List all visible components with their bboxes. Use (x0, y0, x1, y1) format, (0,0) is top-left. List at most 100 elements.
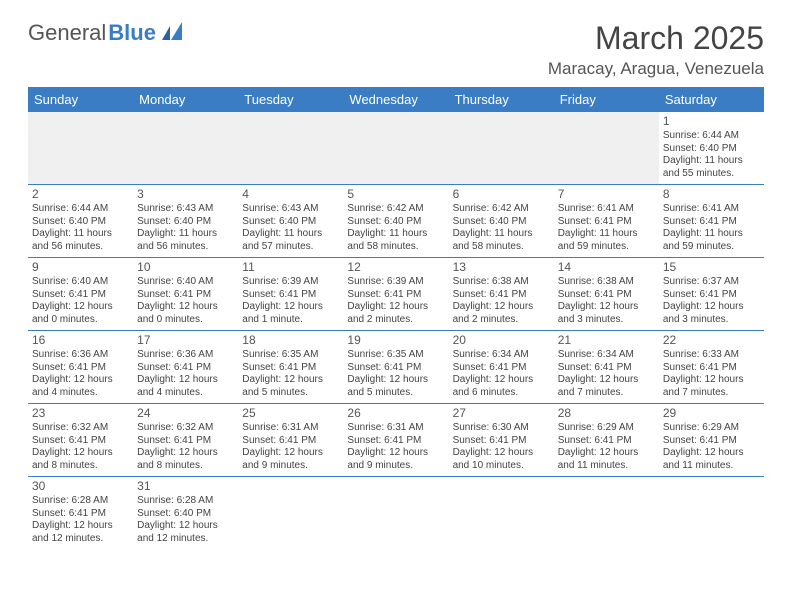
day-info-line: Sunrise: 6:39 AM (242, 276, 339, 289)
day-info-line: Sunset: 6:40 PM (453, 216, 550, 229)
calendar-week-row: 30Sunrise: 6:28 AMSunset: 6:41 PMDayligh… (28, 477, 764, 550)
day-number: 21 (558, 333, 655, 348)
day-info-line: Daylight: 11 hours and 56 minutes. (137, 228, 234, 253)
day-number: 14 (558, 260, 655, 275)
calendar-cell: 7Sunrise: 6:41 AMSunset: 6:41 PMDaylight… (554, 185, 659, 258)
calendar-cell: 9Sunrise: 6:40 AMSunset: 6:41 PMDaylight… (28, 258, 133, 331)
day-number: 7 (558, 187, 655, 202)
day-info-line: Sunset: 6:40 PM (347, 216, 444, 229)
calendar-cell (554, 112, 659, 185)
day-info-line: Sunset: 6:41 PM (558, 362, 655, 375)
calendar-cell: 28Sunrise: 6:29 AMSunset: 6:41 PMDayligh… (554, 404, 659, 477)
day-info-line: Daylight: 12 hours and 7 minutes. (558, 374, 655, 399)
calendar-week-row: 2Sunrise: 6:44 AMSunset: 6:40 PMDaylight… (28, 185, 764, 258)
day-header: Wednesday (343, 87, 448, 112)
day-info-line: Sunrise: 6:28 AM (32, 495, 129, 508)
day-number: 16 (32, 333, 129, 348)
day-info-line: Sunset: 6:41 PM (453, 289, 550, 302)
day-number: 2 (32, 187, 129, 202)
day-info-line: Daylight: 12 hours and 2 minutes. (347, 301, 444, 326)
day-info-line: Sunrise: 6:40 AM (137, 276, 234, 289)
day-info-line: Sunrise: 6:44 AM (663, 130, 760, 143)
day-info-line: Sunrise: 6:29 AM (663, 422, 760, 435)
day-info-line: Daylight: 12 hours and 8 minutes. (137, 447, 234, 472)
day-info-line: Sunset: 6:41 PM (663, 362, 760, 375)
calendar-cell: 4Sunrise: 6:43 AMSunset: 6:40 PMDaylight… (238, 185, 343, 258)
calendar-cell: 18Sunrise: 6:35 AMSunset: 6:41 PMDayligh… (238, 331, 343, 404)
day-info-line: Sunrise: 6:40 AM (32, 276, 129, 289)
day-info-line: Daylight: 12 hours and 5 minutes. (347, 374, 444, 399)
day-info-line: Sunrise: 6:29 AM (558, 422, 655, 435)
day-info-line: Sunrise: 6:36 AM (32, 349, 129, 362)
day-info-line: Sunset: 6:41 PM (242, 435, 339, 448)
logo-text-2: Blue (108, 20, 156, 46)
day-info-line: Daylight: 11 hours and 58 minutes. (347, 228, 444, 253)
day-info-line: Daylight: 12 hours and 1 minute. (242, 301, 339, 326)
calendar-cell: 17Sunrise: 6:36 AMSunset: 6:41 PMDayligh… (133, 331, 238, 404)
day-info-line: Daylight: 12 hours and 4 minutes. (32, 374, 129, 399)
day-number: 6 (453, 187, 550, 202)
day-info-line: Sunrise: 6:28 AM (137, 495, 234, 508)
day-header: Monday (133, 87, 238, 112)
day-number: 18 (242, 333, 339, 348)
day-info-line: Sunset: 6:41 PM (558, 216, 655, 229)
calendar-cell: 22Sunrise: 6:33 AMSunset: 6:41 PMDayligh… (659, 331, 764, 404)
day-info-line: Sunrise: 6:38 AM (453, 276, 550, 289)
calendar-cell: 29Sunrise: 6:29 AMSunset: 6:41 PMDayligh… (659, 404, 764, 477)
day-info-line: Sunrise: 6:36 AM (137, 349, 234, 362)
day-info-line: Daylight: 11 hours and 59 minutes. (558, 228, 655, 253)
calendar-cell: 27Sunrise: 6:30 AMSunset: 6:41 PMDayligh… (449, 404, 554, 477)
day-info-line: Sunrise: 6:41 AM (558, 203, 655, 216)
calendar-cell (238, 112, 343, 185)
day-info-line: Sunrise: 6:39 AM (347, 276, 444, 289)
day-info-line: Sunrise: 6:44 AM (32, 203, 129, 216)
day-number: 8 (663, 187, 760, 202)
day-info-line: Sunrise: 6:33 AM (663, 349, 760, 362)
day-number: 25 (242, 406, 339, 421)
day-info-line: Sunset: 6:41 PM (137, 362, 234, 375)
day-number: 20 (453, 333, 550, 348)
day-info-line: Sunset: 6:41 PM (663, 289, 760, 302)
calendar-cell: 23Sunrise: 6:32 AMSunset: 6:41 PMDayligh… (28, 404, 133, 477)
day-number: 19 (347, 333, 444, 348)
calendar-cell: 20Sunrise: 6:34 AMSunset: 6:41 PMDayligh… (449, 331, 554, 404)
day-header: Thursday (449, 87, 554, 112)
day-info-line: Sunrise: 6:43 AM (137, 203, 234, 216)
calendar-cell: 19Sunrise: 6:35 AMSunset: 6:41 PMDayligh… (343, 331, 448, 404)
day-info-line: Sunset: 6:40 PM (242, 216, 339, 229)
day-info-line: Daylight: 11 hours and 57 minutes. (242, 228, 339, 253)
day-info-line: Daylight: 12 hours and 5 minutes. (242, 374, 339, 399)
calendar-cell: 15Sunrise: 6:37 AMSunset: 6:41 PMDayligh… (659, 258, 764, 331)
day-info-line: Sunset: 6:41 PM (32, 289, 129, 302)
day-info-line: Sunset: 6:41 PM (453, 362, 550, 375)
day-info-line: Sunset: 6:41 PM (137, 435, 234, 448)
calendar-cell: 1Sunrise: 6:44 AMSunset: 6:40 PMDaylight… (659, 112, 764, 185)
day-info-line: Daylight: 12 hours and 4 minutes. (137, 374, 234, 399)
day-info-line: Sunrise: 6:32 AM (137, 422, 234, 435)
calendar-cell (133, 112, 238, 185)
calendar-cell: 8Sunrise: 6:41 AMSunset: 6:41 PMDaylight… (659, 185, 764, 258)
title-block: March 2025 Maracay, Aragua, Venezuela (548, 20, 764, 79)
day-info-line: Sunset: 6:41 PM (242, 362, 339, 375)
day-info-line: Sunrise: 6:31 AM (347, 422, 444, 435)
calendar-week-row: 9Sunrise: 6:40 AMSunset: 6:41 PMDaylight… (28, 258, 764, 331)
day-header: Friday (554, 87, 659, 112)
day-number: 31 (137, 479, 234, 494)
day-info-line: Daylight: 12 hours and 8 minutes. (32, 447, 129, 472)
calendar-cell: 11Sunrise: 6:39 AMSunset: 6:41 PMDayligh… (238, 258, 343, 331)
day-number: 3 (137, 187, 234, 202)
day-info-line: Daylight: 11 hours and 59 minutes. (663, 228, 760, 253)
calendar-week-row: 16Sunrise: 6:36 AMSunset: 6:41 PMDayligh… (28, 331, 764, 404)
day-info-line: Sunrise: 6:42 AM (347, 203, 444, 216)
calendar-cell: 13Sunrise: 6:38 AMSunset: 6:41 PMDayligh… (449, 258, 554, 331)
day-info-line: Daylight: 12 hours and 11 minutes. (558, 447, 655, 472)
day-info-line: Sunset: 6:40 PM (137, 216, 234, 229)
day-info-line: Sunrise: 6:32 AM (32, 422, 129, 435)
day-info-line: Sunset: 6:41 PM (242, 289, 339, 302)
logo: GeneralBlue (28, 20, 188, 46)
day-info-line: Sunrise: 6:35 AM (347, 349, 444, 362)
calendar-cell: 21Sunrise: 6:34 AMSunset: 6:41 PMDayligh… (554, 331, 659, 404)
day-info-line: Daylight: 12 hours and 6 minutes. (453, 374, 550, 399)
day-header: Tuesday (238, 87, 343, 112)
calendar-cell (449, 477, 554, 550)
